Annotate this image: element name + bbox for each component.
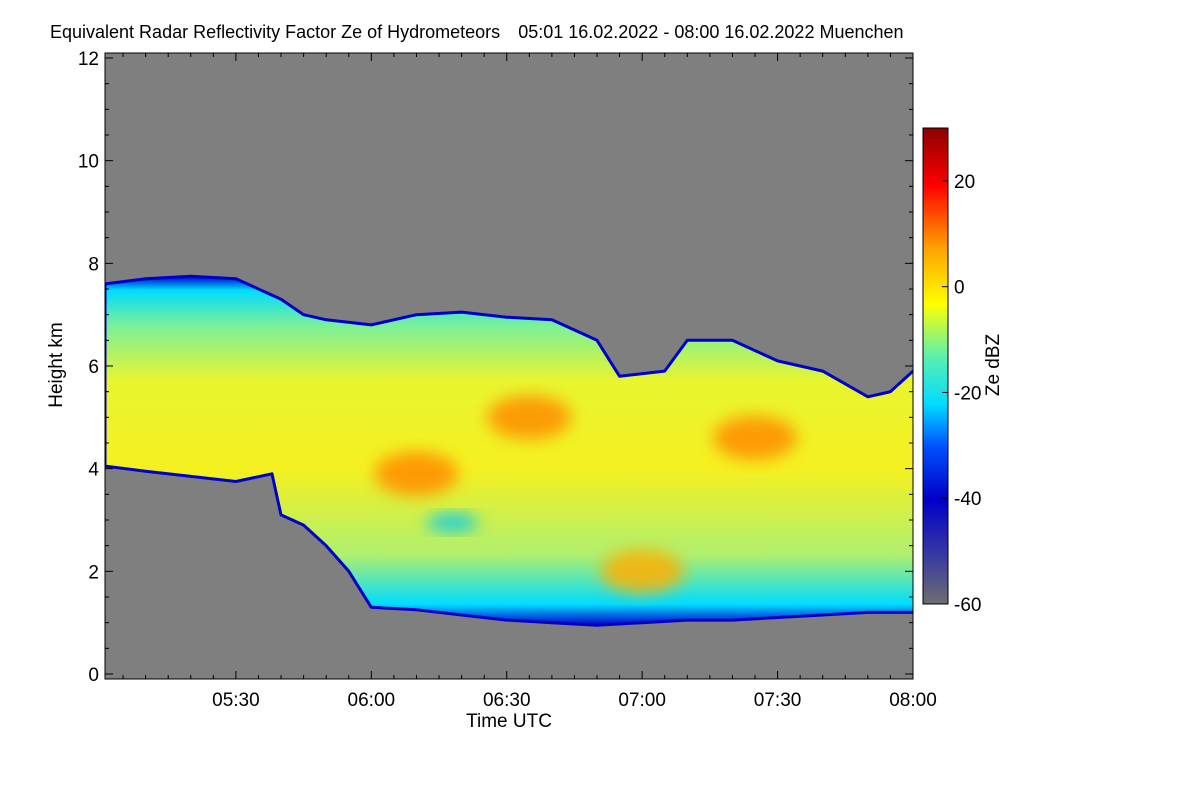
y-tick-label: 10 (78, 152, 99, 173)
colorbar-label: Ze dBZ (983, 333, 1004, 396)
reflectivity-core (713, 415, 798, 460)
title-main: Equivalent Radar Reflectivity Factor Ze … (50, 22, 501, 42)
x-tick-label: 06:00 (348, 690, 396, 711)
colorbar-tick-label: 20 (954, 172, 975, 193)
colorbar-tick-label: -40 (954, 489, 981, 510)
reflectivity-core (487, 395, 572, 440)
x-tick-label: 05:30 (212, 690, 260, 711)
x-tick-label: 07:00 (618, 690, 666, 711)
y-tick-label: 4 (88, 460, 99, 481)
x-axis-label: Time UTC (466, 711, 552, 732)
y-axis-label: Height km (46, 322, 67, 408)
colorbar-tick-label: -60 (954, 595, 981, 616)
x-tick-label: 07:30 (754, 690, 802, 711)
reflectivity-core (600, 549, 685, 594)
cloud-group (105, 274, 913, 627)
axes: 0 2 4 6 8 10 12 05:30 06:00 06:30 07:00 07:30 08:00 (78, 49, 937, 711)
colorbar-tick-label: -20 (954, 383, 981, 404)
x-tick-label: 06:30 (483, 690, 531, 711)
x-tick-label: 08:00 (889, 690, 937, 711)
reflectivity-core (374, 451, 459, 496)
plot-area (105, 53, 913, 679)
y-tick-label: 6 (88, 357, 99, 378)
title-subtitle: 05:01 16.02.2022 - 08:00 16.02.2022 Muen… (518, 22, 904, 42)
y-tick-label: 8 (88, 254, 99, 275)
colorbar: -60 -40 -20 0 20 (922, 127, 981, 616)
colorbar-scale (922, 127, 949, 605)
y-tick-label: 12 (78, 49, 99, 70)
echo-gap (426, 513, 479, 532)
y-tick-label: 0 (88, 665, 99, 686)
cloud-echo (105, 274, 913, 627)
y-tick-label: 2 (88, 562, 99, 583)
colorbar-tick-label: 0 (954, 278, 965, 299)
chart-title: Equivalent Radar Reflectivity Factor Ze … (50, 22, 904, 43)
